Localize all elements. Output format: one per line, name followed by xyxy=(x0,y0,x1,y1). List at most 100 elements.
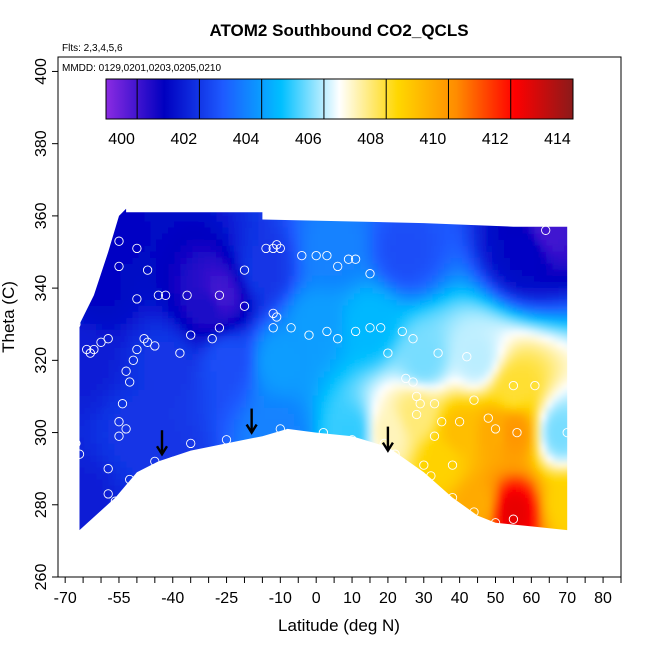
field-cell xyxy=(408,347,416,355)
field-cell xyxy=(228,407,236,415)
field-cell xyxy=(558,413,566,421)
field-cell xyxy=(420,227,428,235)
field-cell xyxy=(426,467,434,475)
field-cell xyxy=(444,329,452,337)
field-cell xyxy=(462,377,470,385)
field-cell xyxy=(144,371,152,379)
field-cell xyxy=(420,233,428,241)
field-cell xyxy=(288,407,296,415)
field-cell xyxy=(79,413,86,421)
field-cell xyxy=(462,233,470,241)
field-cell xyxy=(378,299,386,307)
field-cell xyxy=(450,208,458,211)
field-cell xyxy=(318,497,326,505)
field-cell xyxy=(246,209,254,217)
field-cell xyxy=(348,485,356,493)
field-cell xyxy=(228,527,236,531)
field-cell xyxy=(300,353,308,361)
field-cell xyxy=(480,455,488,463)
field-cell xyxy=(360,497,368,505)
field-cell xyxy=(546,209,554,217)
field-cell xyxy=(408,449,416,457)
field-cell xyxy=(204,383,212,391)
field-cell xyxy=(372,233,380,241)
field-cell xyxy=(522,323,530,331)
field-cell xyxy=(504,431,512,439)
field-cell xyxy=(510,509,518,517)
field-cell xyxy=(342,281,350,289)
field-cell xyxy=(516,449,524,457)
field-cell xyxy=(180,443,188,451)
field-cell xyxy=(552,515,560,523)
field-cell xyxy=(546,365,554,373)
field-cell xyxy=(324,401,332,409)
field-cell xyxy=(366,389,374,397)
field-cell xyxy=(210,419,218,427)
field-cell xyxy=(276,198,283,205)
field-cell xyxy=(150,401,158,409)
field-cell xyxy=(204,317,212,325)
field-cell xyxy=(348,467,356,475)
field-cell xyxy=(234,455,242,463)
field-cell xyxy=(336,263,344,271)
field-cell xyxy=(108,281,116,289)
field-cell xyxy=(306,419,314,427)
field-cell xyxy=(432,299,440,307)
field-cell xyxy=(210,437,218,445)
field-cell xyxy=(474,437,482,445)
field-cell xyxy=(390,221,398,229)
field-cell xyxy=(180,467,188,475)
field-cell xyxy=(360,509,368,517)
field-cell xyxy=(516,497,524,505)
field-cell xyxy=(318,221,326,229)
field-cell xyxy=(252,299,260,307)
field-cell xyxy=(318,347,326,355)
field-cell xyxy=(138,275,146,283)
field-cell xyxy=(498,251,506,259)
field-cell xyxy=(144,389,152,397)
field-cell xyxy=(246,239,254,247)
field-cell xyxy=(252,395,260,403)
field-cell xyxy=(528,365,536,373)
field-cell xyxy=(168,371,176,379)
field-cell xyxy=(174,233,182,241)
field-cell xyxy=(558,455,566,463)
field-cell xyxy=(258,359,266,367)
field-cell xyxy=(174,239,182,247)
field-cell xyxy=(570,480,577,487)
field-cell xyxy=(414,527,422,531)
field-cell xyxy=(492,239,500,247)
field-cell xyxy=(168,233,176,241)
field-cell xyxy=(210,389,218,397)
field-cell xyxy=(186,208,194,211)
field-cell xyxy=(450,479,458,487)
field-cell xyxy=(474,299,482,307)
field-cell xyxy=(330,221,338,229)
field-cell xyxy=(240,521,248,529)
field-cell xyxy=(258,317,266,325)
field-cell xyxy=(294,215,302,223)
field-cell xyxy=(264,329,272,337)
field-cell xyxy=(204,473,212,481)
field-cell xyxy=(354,534,361,541)
field-cell xyxy=(174,389,182,397)
field-cell xyxy=(492,401,500,409)
field-cell xyxy=(498,347,506,355)
field-cell xyxy=(276,419,284,427)
field-cell xyxy=(414,317,422,325)
field-cell xyxy=(150,515,158,523)
sample-point xyxy=(483,413,493,423)
field-cell xyxy=(402,534,409,541)
field-cell xyxy=(198,347,206,355)
field-cell xyxy=(216,227,224,235)
field-cell xyxy=(210,467,218,475)
field-cell xyxy=(204,437,212,445)
field-cell xyxy=(516,257,524,265)
field-cell xyxy=(282,371,290,379)
field-cell xyxy=(510,365,518,373)
field-cell xyxy=(210,485,218,493)
field-cell xyxy=(558,473,566,481)
field-cell xyxy=(510,497,518,505)
field-cell xyxy=(336,269,344,277)
field-cell xyxy=(156,515,164,523)
